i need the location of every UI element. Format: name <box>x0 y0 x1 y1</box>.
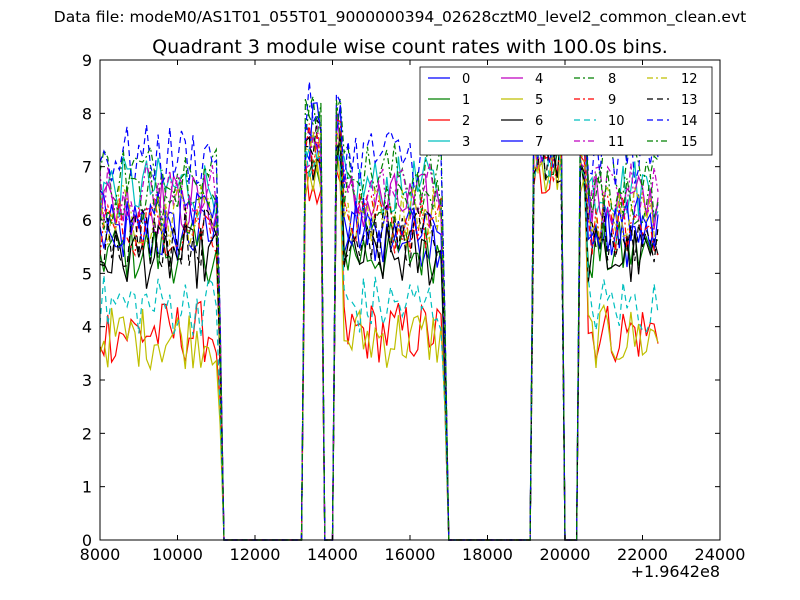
legend-label-7: 7 <box>535 135 543 150</box>
x-offset-label: +1.9642e8 <box>631 562 720 581</box>
y-tick-label: 9 <box>82 51 92 70</box>
legend-box <box>419 66 713 156</box>
series-line-8 <box>99 96 659 541</box>
x-tick-label: 20000 <box>540 545 591 564</box>
legend-label-15: 15 <box>681 135 698 150</box>
y-tick-label: 0 <box>82 531 92 550</box>
legend-label-10: 10 <box>608 114 625 129</box>
chart-title: Quadrant 3 module wise count rates with … <box>152 36 668 58</box>
legend-label-13: 13 <box>681 93 698 108</box>
legend-label-5: 5 <box>535 93 543 108</box>
y-tick-label: 8 <box>82 104 92 123</box>
y-tick-label: 7 <box>82 158 92 177</box>
y-tick-label: 4 <box>82 318 92 337</box>
x-tick-label: 12000 <box>230 545 281 564</box>
series-line-3 <box>99 98 659 541</box>
legend-label-0: 0 <box>462 72 470 87</box>
ticks-layer: 8000 10000 12000 14000 16000 18000 20000 22000 2… <box>80 51 746 564</box>
y-tick-label: 5 <box>82 264 92 283</box>
series-line-4 <box>99 108 659 541</box>
x-tick-label: 8000 <box>80 545 121 564</box>
legend-label-6: 6 <box>535 114 543 129</box>
legend-label-12: 12 <box>681 72 698 87</box>
figure-suptitle: Data file: modeM0/AS1T01_055T01_90000003… <box>53 8 747 26</box>
y-tick-label: 1 <box>82 478 92 497</box>
legend-label-11: 11 <box>608 135 625 150</box>
legend-label-14: 14 <box>681 114 698 129</box>
x-tick-label: 14000 <box>307 545 358 564</box>
legend-label-9: 9 <box>608 93 616 108</box>
y-tick-label: 3 <box>82 371 92 390</box>
legend-label-2: 2 <box>462 114 470 129</box>
legend-label-4: 4 <box>535 72 543 87</box>
series-line-11 <box>99 118 659 541</box>
x-tick-label: 10000 <box>152 545 203 564</box>
x-tick-label: 24000 <box>695 545 746 564</box>
y-tick-label: 2 <box>82 424 92 443</box>
legend-label-3: 3 <box>462 135 470 150</box>
x-tick-label: 18000 <box>462 545 513 564</box>
x-tick-label: 22000 <box>617 545 668 564</box>
legend-label-1: 1 <box>462 93 470 108</box>
x-tick-label: 16000 <box>385 545 436 564</box>
legend-label-8: 8 <box>608 72 616 87</box>
y-tick-label: 6 <box>82 211 92 230</box>
